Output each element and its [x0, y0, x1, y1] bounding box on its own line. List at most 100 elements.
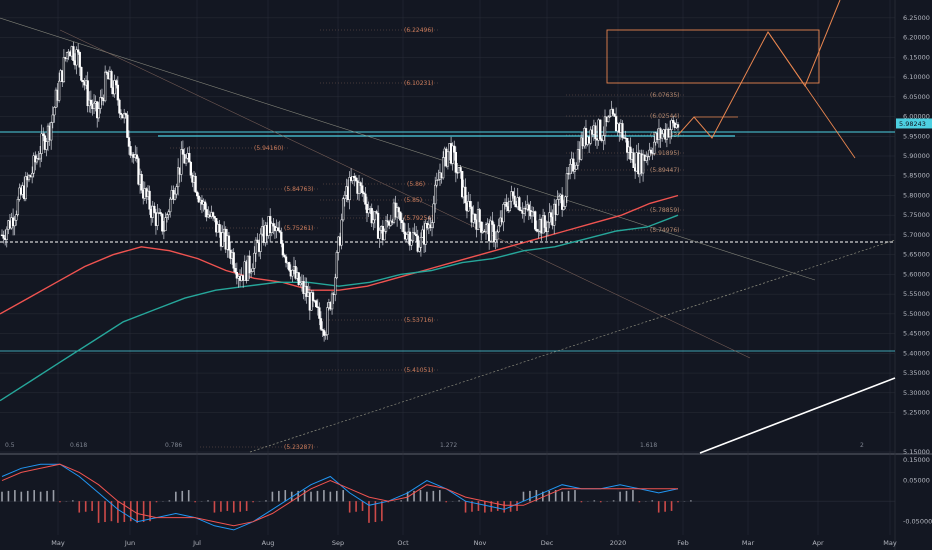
macd-histogram-bar [142, 501, 145, 523]
candle-body [480, 221, 483, 233]
candle-body [89, 99, 93, 105]
candle-body [370, 208, 373, 224]
candle-body [115, 80, 118, 86]
candle-body [383, 231, 386, 241]
fib-level-label: (5.23287) [284, 444, 314, 451]
candle-body [80, 66, 83, 81]
macd-histogram-bar [129, 501, 132, 522]
fib-ratio-label: 0.5 [5, 442, 15, 449]
macd-histogram-bar [271, 491, 274, 502]
y-tick-label: 5.55000 [903, 290, 930, 298]
candle-body [505, 202, 508, 207]
candle-body [473, 213, 477, 220]
macd-histogram-bar [355, 501, 357, 512]
candle-body [167, 211, 170, 216]
candle-body [13, 219, 16, 227]
candle-body [641, 154, 645, 174]
y-tick-label: 5.95000 [903, 132, 930, 140]
candle-body [364, 193, 367, 205]
candle-body [284, 256, 288, 263]
macd-histogram-bar [26, 490, 29, 502]
fib-ratio-label: 1.618 [640, 442, 657, 449]
candle-body [424, 223, 427, 245]
candle-body [534, 211, 537, 230]
candle-body [280, 231, 283, 244]
candle-body [557, 195, 561, 200]
candle-body [502, 203, 505, 223]
candle-body [153, 205, 156, 213]
candle-body [384, 220, 388, 232]
candle-body [568, 164, 572, 175]
x-tick-label: May [883, 539, 897, 547]
candle-body [291, 269, 294, 277]
candle-body [126, 114, 129, 138]
candle-body [519, 209, 523, 212]
candle-body [180, 149, 183, 175]
x-tick-label: Jul [192, 539, 201, 547]
fib-level-label: (6.07635) [650, 92, 680, 99]
macd-histogram-bar [207, 500, 209, 502]
candle-body [376, 212, 380, 239]
candle-body [660, 133, 664, 139]
candle-body [27, 175, 31, 181]
macd-histogram-bar [136, 501, 138, 523]
candle-body [119, 112, 123, 115]
y-tick-label: 5.60000 [903, 270, 930, 278]
signal-line [1, 463, 678, 527]
macd-histogram-bar [400, 500, 402, 502]
candle-body [272, 223, 275, 227]
candle-body [97, 108, 100, 119]
fib-level-label: (5.79254) [404, 215, 434, 222]
candle-body [602, 135, 605, 141]
y-tick-label: 5.50000 [903, 310, 930, 318]
candle-body [148, 190, 151, 210]
macd-histogram-bar [245, 501, 248, 511]
candle-body [38, 153, 42, 160]
fib-level-label: (6.10231) [404, 80, 434, 87]
fib-ratio-label: 1.272 [440, 442, 457, 449]
candle-body [221, 232, 224, 247]
y-tick-label: 6.05000 [903, 93, 930, 101]
candle-body [395, 207, 399, 218]
x-tick-label: Nov [474, 539, 487, 547]
candle-body [441, 157, 445, 179]
macd-histogram-bar [110, 501, 113, 522]
candle-body [57, 80, 61, 101]
candle-body [113, 80, 116, 95]
candle-body [564, 196, 567, 207]
candle-body [572, 158, 575, 172]
moving-averages [0, 194, 679, 402]
candle-body [227, 235, 231, 251]
macd-histogram-bar [213, 501, 216, 513]
candle-body [281, 243, 285, 256]
candle-body [326, 307, 329, 335]
candle-body [196, 191, 199, 197]
macd-histogram-bar [220, 501, 222, 512]
candle-body [340, 219, 343, 246]
ascending-dotted-trendline [249, 239, 896, 453]
ascending-trendline [699, 377, 896, 454]
x-tick-label: Feb [677, 539, 689, 547]
descending-trendline-2 [59, 29, 751, 359]
macd-histogram-bar [567, 490, 570, 502]
candle-body [173, 193, 177, 200]
candle-body [35, 158, 39, 163]
fib-ratio-label: 0.786 [165, 442, 182, 449]
macd-histogram-bar [496, 501, 499, 511]
candle-body [24, 176, 27, 200]
y-tick-label: 5.65000 [903, 251, 930, 259]
candle-body [400, 220, 404, 224]
macd-histogram-bar [612, 500, 615, 502]
candle-body [164, 217, 167, 231]
fib-ratio-label: 2 [860, 442, 864, 449]
y-tick-label: 5.15000 [903, 448, 930, 456]
candle-body [81, 80, 85, 82]
last-price-label: 5.98243 [899, 120, 926, 128]
candle-body [489, 220, 492, 242]
macd-histogram-bar [316, 490, 319, 502]
candle-body [494, 239, 497, 243]
candle-body [51, 114, 54, 123]
candle-body [361, 185, 364, 193]
candle-body [573, 168, 577, 172]
